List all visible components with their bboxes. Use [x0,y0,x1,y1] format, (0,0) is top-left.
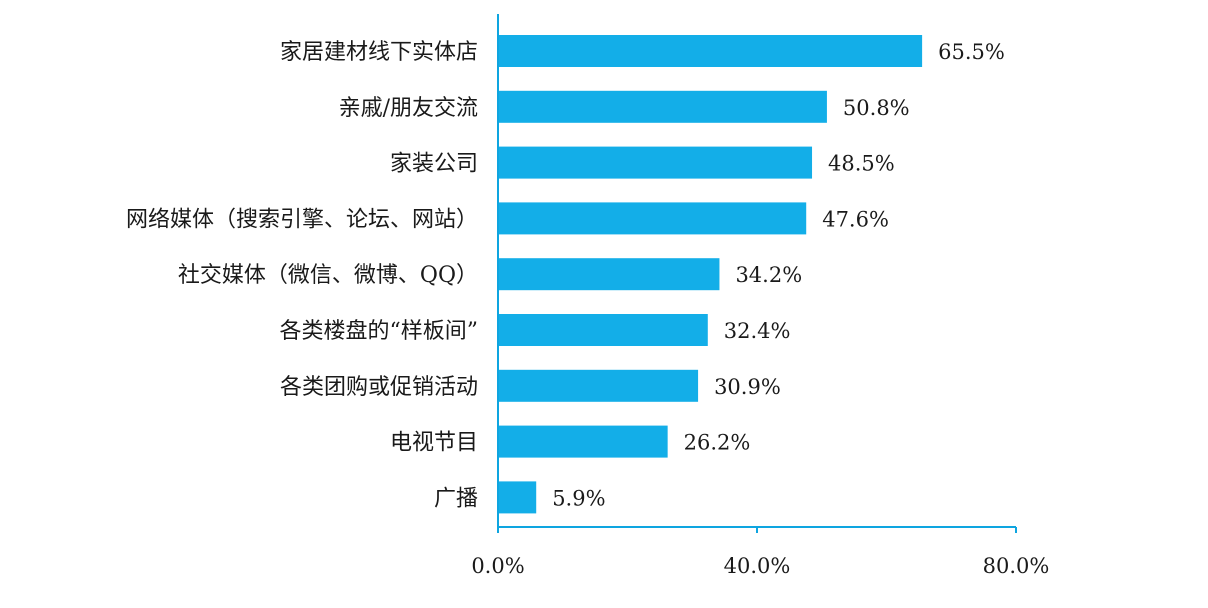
data-label: 5.9% [552,486,605,510]
bars-group [498,35,923,514]
category-label: 家装公司 [390,152,478,177]
data-label: 48.5% [828,152,895,176]
category-label: 亲戚/朋友交流 [339,96,478,121]
data-label: 34.2% [735,263,802,287]
axes-group [497,14,1017,533]
category-label: 家居建材线下实体店 [280,40,478,65]
bar [498,314,708,346]
bar [498,146,813,179]
x-tick-label: 40.0% [724,554,791,578]
data-label: 50.8% [843,96,910,120]
bar [498,481,537,514]
category-label: 电视节目 [390,431,478,456]
category-label: 各类楼盘的“样板间” [280,319,479,344]
bar [498,369,699,402]
bar [498,35,923,67]
x-tick-labels-group: 0.0% 40.0% 80.0% [471,554,1049,578]
x-tick-label: 0.0% [471,554,524,578]
bar [498,90,827,123]
data-label: 30.9% [714,375,781,399]
category-label: 广播 [434,486,478,511]
x-tick-label: 80.0% [983,554,1050,578]
bar [498,425,668,458]
data-label: 47.6% [822,207,889,231]
category-label: 各类团购或促销活动 [280,375,478,400]
value-labels-group: 65.5% 50.8% 48.5% 47.6% 34.2% 32.4% 30.9% 26.2%… [552,40,1005,510]
category-label: 社交媒体（微信、微博、QQ） [178,263,478,288]
category-label: 网络媒体（搜索引擎、论坛、网站） [126,207,478,232]
bar [498,202,807,235]
data-label: 65.5% [938,40,1005,64]
data-label: 32.4% [724,319,791,343]
data-label: 26.2% [684,431,751,455]
bar [498,258,720,291]
